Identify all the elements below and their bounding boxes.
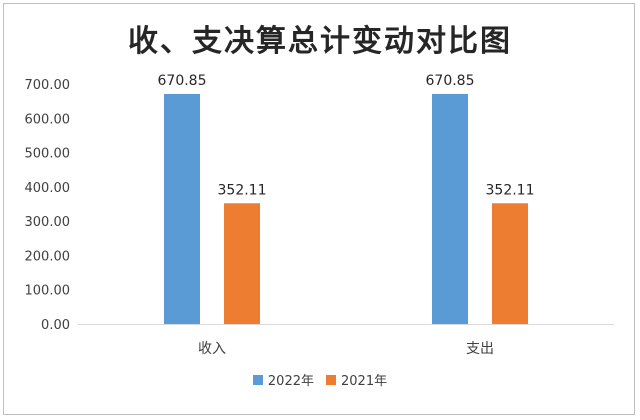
legend-label: 2021年 bbox=[341, 374, 388, 389]
bar-series2-0 bbox=[224, 203, 260, 324]
y-tick-label: 400.00 bbox=[25, 181, 71, 196]
legend-swatch bbox=[252, 374, 263, 385]
y-tick-label: 100.00 bbox=[25, 284, 71, 299]
y-tick-label: 500.00 bbox=[25, 147, 71, 162]
y-tick-label: 700.00 bbox=[25, 78, 71, 93]
x-tick-label: 支出 bbox=[466, 341, 494, 357]
bar-series1-1 bbox=[432, 93, 468, 324]
legend-swatch bbox=[326, 374, 336, 385]
legend-item: 2022年 bbox=[252, 370, 314, 389]
chart-frame bbox=[3, 3, 635, 415]
data-label: 670.85 bbox=[158, 73, 207, 89]
x-tick-label: 收入 bbox=[198, 341, 226, 357]
chart-legend: 2022年 2021年 bbox=[0, 370, 640, 389]
y-tick-label: 200.00 bbox=[25, 249, 71, 264]
y-tick-label: 600.00 bbox=[25, 112, 71, 127]
data-label: 670.85 bbox=[426, 73, 475, 89]
data-label: 352.11 bbox=[218, 182, 267, 198]
legend-item: 2021年 bbox=[326, 370, 387, 389]
legend-label: 2022年 bbox=[267, 374, 314, 389]
y-tick-label: 0.00 bbox=[41, 318, 70, 333]
chart-title: 收、支决算总计变动对比图 bbox=[128, 24, 512, 59]
data-label: 352.11 bbox=[486, 182, 535, 198]
bar-series1-0 bbox=[164, 93, 200, 324]
y-tick-label: 300.00 bbox=[25, 215, 71, 230]
bar-series2-1 bbox=[492, 203, 528, 324]
